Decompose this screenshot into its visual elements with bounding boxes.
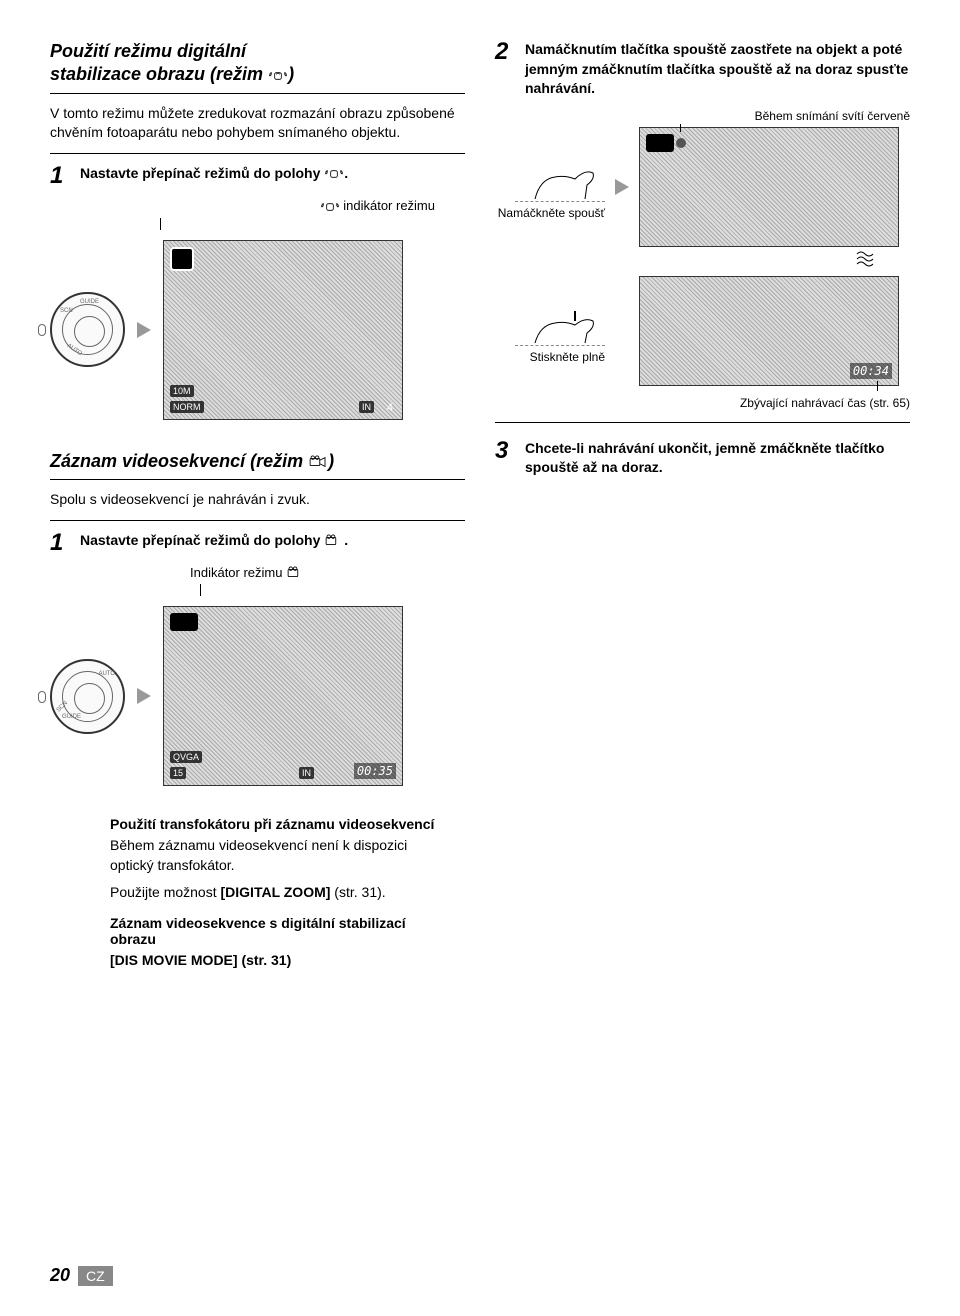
half-press-label: Namáčkněte spoušť [495,206,605,220]
lcd-movie-badge [170,613,198,631]
stabilization-title: Použití režimu digitální stabilizace obr… [50,40,465,94]
hand-icon-half [525,159,605,203]
page-lang: CZ [78,1266,113,1286]
dial-slot-2 [38,691,46,703]
lcd-in-badge: IN [359,401,374,413]
half-press-diagram [515,154,605,202]
arrow-right-1 [137,322,151,338]
mode-dial-2: AUTO GUIDE SCN [50,659,125,734]
lcd-qvga-badge: QVGA [170,751,202,763]
zoom-body-2: Použijte možnost [DIGITAL ZOOM] (str. 31… [110,883,440,903]
zoom-body-1: Během záznamu videosekvencí není k dispo… [110,836,440,875]
step2-text: Namáčknutím tlačítka spouště zaostřete n… [525,40,910,99]
red-led-note: Během snímání svítí červeně [495,109,910,123]
rec-badge [646,134,674,152]
mode-indicator-label: indikátor režimu [50,198,435,214]
movie-icon-small [324,534,344,548]
stabilization-icon-small [324,167,344,181]
arrow-right-2a [615,179,629,195]
movie-icon [308,455,328,469]
title-close: ) [288,64,294,84]
remaining-time-note: Zbývající nahrávací čas (str. 65) [495,396,910,423]
hand-icon-full [525,303,605,347]
zoom-heading: Použití transfokátoru při záznamu videos… [110,816,440,832]
video-title: Záznam videosekvencí (režim ) [50,450,465,480]
lcd-fps-badge: 15 [170,767,186,779]
video-title-text: Záznam videosekvencí (režim [50,451,308,471]
lcd-norm-badge: NORM [170,401,204,413]
full-press-diagram [515,298,605,346]
lcd-screenshot-4: QVGA 15 IN 00:35 [163,606,403,786]
sec1-step1: 1 Nastavte přepínač režimů do polohy . [50,164,465,188]
sec2-step2: 2 Namáčknutím tlačítka spouště zaostřete… [495,40,910,99]
leader-timer [877,381,878,391]
lcd-mode-icon [170,247,194,271]
lcd-timer-2: 00:35 [354,763,396,779]
dial-row-2: AUTO GUIDE SCN QVGA 15 IN 00:35 [50,606,465,786]
step-number-3: 3 [495,439,515,463]
title-line1: Použití režimu digitální [50,41,246,61]
stabilization-intro: V tomto režimu můžete zredukovat rozmazá… [50,104,465,154]
leader-red [680,124,681,132]
dial-slot [38,324,46,336]
full-press-label: Stiskněte plně [495,350,605,364]
lcd-frames: 4 [384,401,396,415]
lcd-screenshot-1: 10M NORM IN 4 [163,240,403,420]
video-intro: Spolu s videosekvencí je nahráván i zvuk… [50,490,465,521]
stabilization-icon-tiny [320,200,340,214]
lcd-in-badge-2: IN [299,767,314,779]
continuation-icon [856,251,874,272]
dis-heading: Záznam videosekvence s digitální stabili… [110,915,440,947]
step-number-2: 2 [495,40,515,64]
sec2-step3: 3 Chcete-li nahrávání ukončit, jemně zmá… [495,439,910,478]
arrow-right-3 [137,688,151,704]
step1-text: Nastavte přepínač režimů do polohy . [80,164,465,184]
mode-dial-1: SCN GUIDE AUTO [50,292,125,367]
page-number: 20 [50,1265,70,1286]
lcd-screenshot-3: 00:34 [639,276,899,386]
leader-line-1 [160,218,435,230]
lcd-10m-badge: 10M [170,385,194,397]
page-footer: 20 CZ [50,1265,113,1286]
video-mode-indicator-label: Indikátor režimu [190,565,465,581]
step3-text: Chcete-li nahrávání ukončit, jemně zmáčk… [525,439,910,478]
movie-icon-tiny [286,566,306,580]
step-number-1: 1 [50,164,70,188]
step-number-1b: 1 [50,531,70,555]
sec3-step1: 1 Nastavte přepínač režimů do polohy . [50,531,465,555]
dis-body: [DIS MOVIE MODE] (str. 31) [110,951,440,971]
leader-line-2 [200,584,465,596]
lcd-screenshot-2 [639,127,899,247]
dial-row-1: SCN GUIDE AUTO 10M NORM IN 4 [50,240,465,420]
lcd-timer: 00:34 [850,363,892,379]
stabilization-icon [268,69,288,83]
rec-dot [676,138,686,148]
sec3-step1-text: Nastavte přepínač režimů do polohy . [80,531,465,551]
title-line2: stabilizace obrazu (režim [50,64,268,84]
